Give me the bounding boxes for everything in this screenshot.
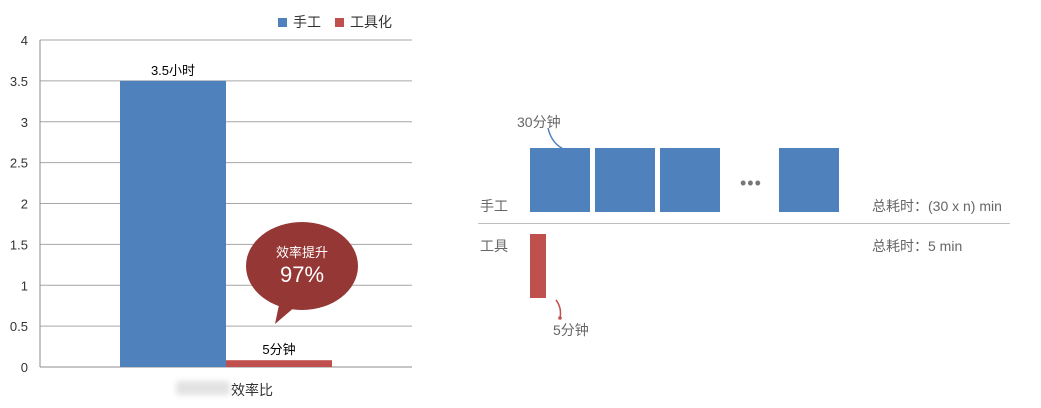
annotation-title: 效率提升 — [275, 245, 328, 260]
y-tick-label-1: 0.5 — [10, 319, 28, 334]
legend-swatch-manual — [278, 17, 287, 27]
bar-manual — [120, 80, 226, 367]
manual-block-n — [779, 148, 839, 212]
data-label-manual: 3.5小时 — [151, 63, 195, 78]
y-tick-label-2: 1 — [21, 278, 28, 293]
blurred-label — [176, 381, 230, 395]
tool-row-label: 工具 — [480, 238, 508, 254]
x-category-label: 效率比 — [231, 382, 273, 398]
data-labels: 3.5小时 5分钟 — [151, 63, 296, 357]
manual-block-1 — [530, 148, 590, 212]
legend-label-tool: 工具化 — [350, 14, 392, 30]
legend-swatch-tool — [335, 17, 344, 27]
annotation-value: 97% — [279, 262, 325, 287]
manual-block-3 — [660, 148, 720, 212]
bar-tool — [226, 360, 332, 367]
legend-label-manual: 手工 — [293, 14, 321, 30]
y-tick-labels: 0 0.5 1 1.5 2 2.5 3 3.5 4 — [10, 33, 28, 375]
y-tick-label-4: 2 — [21, 197, 28, 212]
legend-item-manual: 手工 — [278, 12, 321, 32]
manual-row-label: 手工 — [480, 198, 508, 214]
tool-total: 总耗时：5 min — [872, 238, 963, 254]
chart-bars — [120, 80, 332, 367]
legend-item-tool: 工具化 — [335, 12, 392, 32]
manual-block-note: 30分钟 — [517, 114, 561, 130]
chart-legend: 手工 工具化 — [278, 12, 392, 32]
annotation-bubble: 效率提升 97% — [247, 222, 357, 306]
tool-note-dot — [558, 316, 562, 320]
annotation-bubble-shape — [246, 222, 358, 324]
tool-bar — [530, 234, 546, 298]
data-label-tool: 5分钟 — [262, 342, 295, 357]
tool-note: 5分钟 — [553, 322, 589, 338]
y-tick-label-8: 4 — [21, 33, 28, 48]
y-tick-label-7: 3.5 — [10, 74, 28, 89]
tool-note-connector — [555, 299, 562, 319]
y-tick-label-5: 2.5 — [10, 156, 28, 171]
row-divider — [478, 223, 1010, 224]
ellipsis-dots: ••• — [740, 173, 762, 193]
y-tick-label-3: 1.5 — [10, 237, 28, 252]
manual-total: 总耗时：(30 x n) min — [872, 198, 1002, 214]
y-tick-label-0: 0 — [21, 360, 28, 375]
manual-block-2 — [595, 148, 655, 212]
y-tick-label-6: 3 — [21, 115, 28, 130]
